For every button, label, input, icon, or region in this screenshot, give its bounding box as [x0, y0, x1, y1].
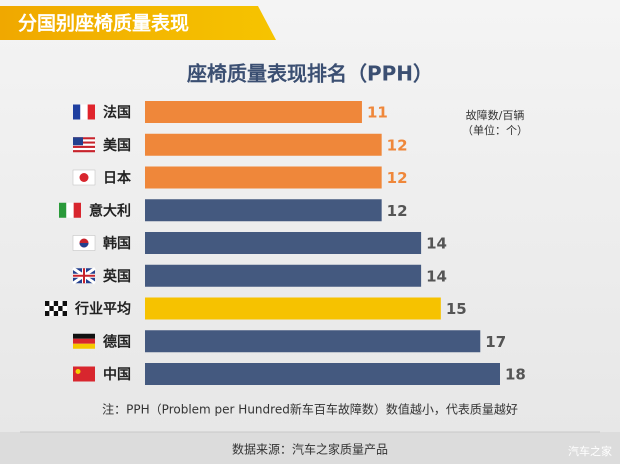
value-label: 15	[446, 300, 467, 318]
flag-part	[45, 306, 50, 311]
bar	[145, 199, 382, 222]
flag-part	[73, 150, 95, 153]
watermark: 汽车之家	[568, 444, 612, 458]
value-label: 17	[485, 333, 506, 351]
flag-part	[45, 311, 50, 316]
flag-part	[73, 137, 83, 146]
flag-part	[49, 306, 54, 311]
category-label: 美国	[103, 137, 131, 154]
flag-part	[73, 338, 95, 344]
flag-part	[62, 301, 67, 306]
category-label: 法国	[103, 104, 131, 121]
flag-part	[53, 311, 59, 316]
category-label: 日本	[103, 170, 132, 187]
footer-band	[0, 432, 620, 464]
flag-part	[73, 145, 95, 148]
bar	[145, 101, 362, 123]
header-title: 分国别座椅质量表现	[18, 12, 189, 35]
flag-part	[73, 333, 95, 339]
value-label: 12	[387, 202, 408, 220]
flag-part	[79, 243, 89, 248]
flag-part	[73, 343, 95, 349]
value-label: 11	[367, 104, 388, 122]
bar	[145, 264, 422, 287]
flag-part	[73, 143, 95, 146]
category-label: 行业平均	[74, 301, 131, 318]
bar	[145, 232, 422, 254]
flag-part	[87, 104, 95, 120]
bar	[145, 166, 382, 189]
flag-part	[59, 202, 67, 218]
category-label: 德国	[103, 333, 131, 350]
flag-part	[62, 311, 67, 316]
category-label: 意大利	[89, 202, 131, 219]
flag-part	[73, 366, 95, 382]
flag-part	[73, 139, 95, 142]
value-label: 12	[387, 169, 408, 187]
header-banner	[0, 6, 276, 40]
flag-part	[73, 141, 95, 144]
source: 数据来源：汽车之家质量产品	[232, 442, 388, 457]
flag-part	[73, 137, 95, 140]
chart-title: 座椅质量表现排名（PPH）	[187, 62, 433, 86]
flag-part	[80, 104, 88, 120]
unit-label: （单位：个）	[462, 123, 528, 137]
flag-part	[62, 306, 67, 311]
flag-part	[58, 306, 63, 311]
flag-part	[79, 173, 89, 182]
flag-part	[53, 306, 59, 311]
flag-part	[66, 202, 74, 218]
bar	[145, 133, 382, 156]
flag-part	[73, 147, 95, 151]
note: 注：PPH（Problem per Hundred新车百车故障数）数值越小，代表…	[102, 402, 518, 417]
value-label: 14	[426, 267, 447, 285]
flag-part	[58, 311, 63, 316]
flag-part	[45, 301, 50, 306]
category-label: 英国	[102, 268, 131, 285]
bar	[145, 297, 441, 320]
flag-part	[58, 301, 63, 306]
flag-part	[49, 311, 54, 316]
bar	[145, 363, 500, 385]
flag-part	[53, 301, 59, 306]
category-label: 韩国	[103, 235, 131, 252]
flag-part	[73, 268, 95, 284]
flag-part	[73, 104, 81, 120]
bar	[145, 330, 481, 353]
flag-part	[49, 301, 54, 306]
flag-part	[73, 202, 81, 218]
value-label: 12	[387, 136, 408, 154]
flag-part	[75, 369, 81, 374]
value-label: 14	[426, 235, 447, 253]
unit-label: 故障数/百辆	[466, 108, 525, 122]
category-label: 中国	[103, 366, 131, 383]
value-label: 18	[505, 366, 526, 384]
